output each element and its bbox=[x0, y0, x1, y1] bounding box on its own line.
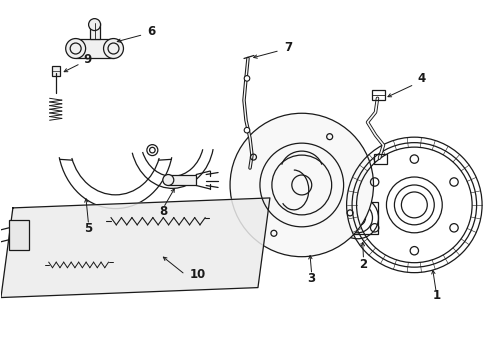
Text: 8: 8 bbox=[159, 205, 167, 218]
Polygon shape bbox=[1, 198, 269, 298]
Circle shape bbox=[244, 76, 249, 81]
Text: 6: 6 bbox=[147, 24, 155, 37]
Text: 3: 3 bbox=[307, 271, 315, 285]
Bar bbox=[371, 90, 385, 100]
Circle shape bbox=[88, 19, 101, 31]
Text: 4: 4 bbox=[416, 72, 425, 85]
Bar bbox=[336, 202, 378, 234]
Bar bbox=[89, 23, 100, 39]
Text: 5: 5 bbox=[84, 222, 93, 235]
Bar bbox=[373, 154, 386, 164]
Circle shape bbox=[103, 39, 123, 58]
Bar bbox=[9, 220, 29, 250]
Circle shape bbox=[163, 175, 173, 185]
Bar bbox=[168, 175, 196, 185]
Text: 2: 2 bbox=[359, 258, 367, 271]
Circle shape bbox=[65, 39, 85, 58]
Circle shape bbox=[229, 113, 373, 257]
Bar bbox=[52, 67, 60, 76]
Text: 7: 7 bbox=[283, 41, 291, 54]
Bar bbox=[76, 39, 113, 58]
Text: 10: 10 bbox=[190, 267, 206, 281]
Text: 1: 1 bbox=[431, 289, 439, 302]
Text: 9: 9 bbox=[83, 53, 92, 67]
Circle shape bbox=[244, 127, 249, 133]
